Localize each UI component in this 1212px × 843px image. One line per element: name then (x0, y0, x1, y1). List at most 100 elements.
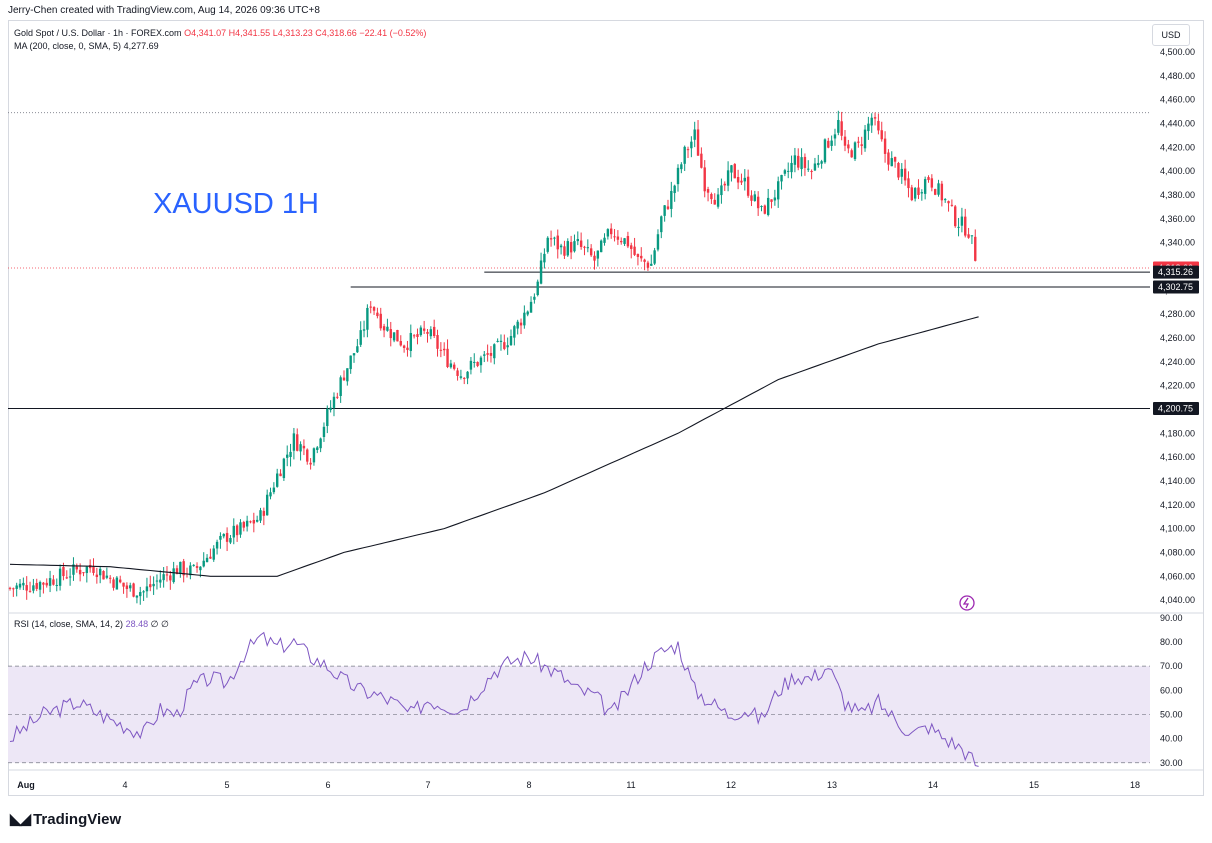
candle-body (583, 246, 586, 248)
candle-body (15, 585, 18, 589)
candle-body (736, 176, 740, 183)
candle-body (960, 216, 964, 226)
candle-body (259, 510, 262, 521)
candle-body (339, 377, 342, 396)
candle-body (95, 574, 99, 578)
price-tick-label: 4,060.00 (1160, 571, 1195, 581)
rsi-legend: RSI (14, close, SMA, 14, 2) 28.48 ∅ ∅ (14, 619, 169, 630)
candle-body (626, 236, 630, 247)
candle-body (319, 438, 322, 449)
chart-grid (8, 612, 1204, 771)
candle-body (676, 167, 680, 185)
candle-body (112, 579, 115, 588)
time-tick-label: 18 (1130, 780, 1140, 790)
candle-body (48, 578, 52, 586)
candle-body (486, 353, 489, 355)
price-tick-label: 4,360.00 (1160, 214, 1195, 224)
candle-body (135, 595, 139, 598)
price-label-text: 4,302.75 (1158, 282, 1193, 292)
time-tick-label: 7 (425, 780, 430, 790)
price-tick-label: 4,100.00 (1160, 524, 1195, 534)
candle-body (55, 584, 58, 586)
price-tick-label: 4,260.00 (1160, 333, 1195, 343)
candle-body (436, 335, 439, 349)
currency-button[interactable]: USD (1152, 24, 1190, 46)
candle-body (533, 296, 536, 300)
candle-body (526, 311, 529, 315)
candle-body (923, 179, 927, 194)
candle-body (853, 142, 857, 160)
candle-body (720, 185, 723, 196)
candle-body (235, 525, 239, 536)
candle-body (8, 587, 12, 589)
candle-body (546, 237, 549, 252)
price-tick-label: 4,080.00 (1160, 547, 1195, 557)
candle-body (519, 322, 523, 326)
candle-body (730, 165, 733, 173)
candle-body (219, 535, 222, 540)
candle-body (463, 377, 466, 379)
candle-body (255, 519, 259, 522)
candle-body (743, 177, 746, 182)
candle-body (58, 568, 62, 586)
price-label-bg (1153, 280, 1199, 294)
candle-body (536, 281, 539, 296)
candle-body (713, 199, 716, 205)
candle-body (456, 370, 459, 376)
candle-body (666, 206, 670, 209)
candle-body (189, 565, 192, 576)
time-tick-label: 4 (122, 780, 127, 790)
candle-body (362, 329, 366, 331)
candle-body (646, 262, 650, 268)
candle-body (342, 377, 346, 381)
candle-body (372, 307, 376, 311)
candle-body (139, 592, 142, 597)
time-tick-label: 13 (827, 780, 837, 790)
candle-body (182, 561, 185, 576)
candle-body (820, 161, 823, 164)
candle-body (179, 561, 182, 575)
candle-body (803, 156, 807, 168)
candle-body (312, 448, 316, 463)
timezone-icon[interactable] (959, 595, 975, 611)
candle-body (443, 348, 446, 351)
candle-body (386, 326, 389, 331)
candle-body (566, 241, 569, 256)
candle-body (155, 580, 159, 582)
candle-body (967, 234, 970, 238)
candle-body (242, 521, 245, 528)
candle-body (783, 170, 787, 174)
price-tick-label: 4,160.00 (1160, 452, 1195, 462)
candle-body (309, 462, 312, 465)
candle-body (52, 579, 55, 585)
candle-body (225, 532, 229, 542)
candle-body (593, 255, 596, 261)
candle-body (586, 247, 590, 249)
candle-body (606, 229, 610, 237)
candle-body (947, 201, 950, 204)
candle-body (636, 254, 640, 257)
candle-body (673, 185, 676, 194)
candle-body (933, 189, 937, 195)
candle-body (716, 194, 720, 207)
candle-body (529, 301, 533, 313)
candle-body (873, 117, 877, 119)
candle-body (302, 445, 306, 449)
candle-body (453, 364, 456, 369)
candle-body (907, 178, 910, 189)
candle-body (690, 141, 693, 149)
candle-body (406, 347, 409, 351)
time-tick-label: 11 (626, 780, 635, 790)
candle-body (68, 576, 72, 578)
candle-body (85, 566, 89, 574)
candle-body (396, 329, 399, 342)
candle-body (493, 344, 496, 359)
price-tick-label: 4,480.00 (1160, 71, 1195, 81)
candle-body (496, 340, 499, 342)
candle-body (369, 306, 372, 308)
tv-logo-icon: ◣◢ (10, 811, 31, 828)
candle-body (119, 579, 122, 583)
candle-body (620, 240, 623, 243)
candle-body (513, 326, 516, 338)
